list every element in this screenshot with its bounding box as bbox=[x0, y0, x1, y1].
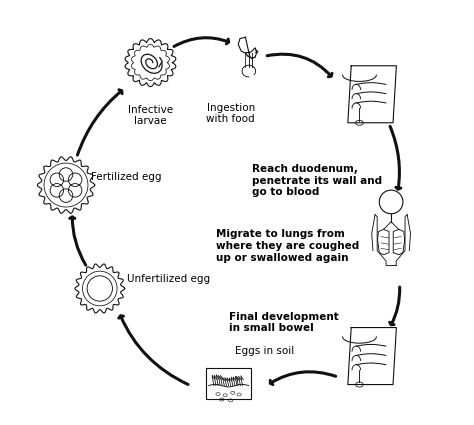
Text: Ingestion
with food: Ingestion with food bbox=[206, 103, 255, 125]
Text: Unfertilized egg: Unfertilized egg bbox=[127, 274, 210, 284]
Text: Final development
in small bowel: Final development in small bowel bbox=[228, 312, 338, 333]
Text: Infective
larvae: Infective larvae bbox=[128, 105, 173, 126]
Text: Eggs in soil: Eggs in soil bbox=[235, 346, 294, 355]
Text: Fertilized egg: Fertilized egg bbox=[91, 173, 162, 182]
Text: Reach duodenum,
penetrate its wall and
go to blood: Reach duodenum, penetrate its wall and g… bbox=[252, 164, 382, 197]
Text: Migrate to lungs from
where they are coughed
up or swallowed again: Migrate to lungs from where they are cou… bbox=[216, 230, 359, 263]
